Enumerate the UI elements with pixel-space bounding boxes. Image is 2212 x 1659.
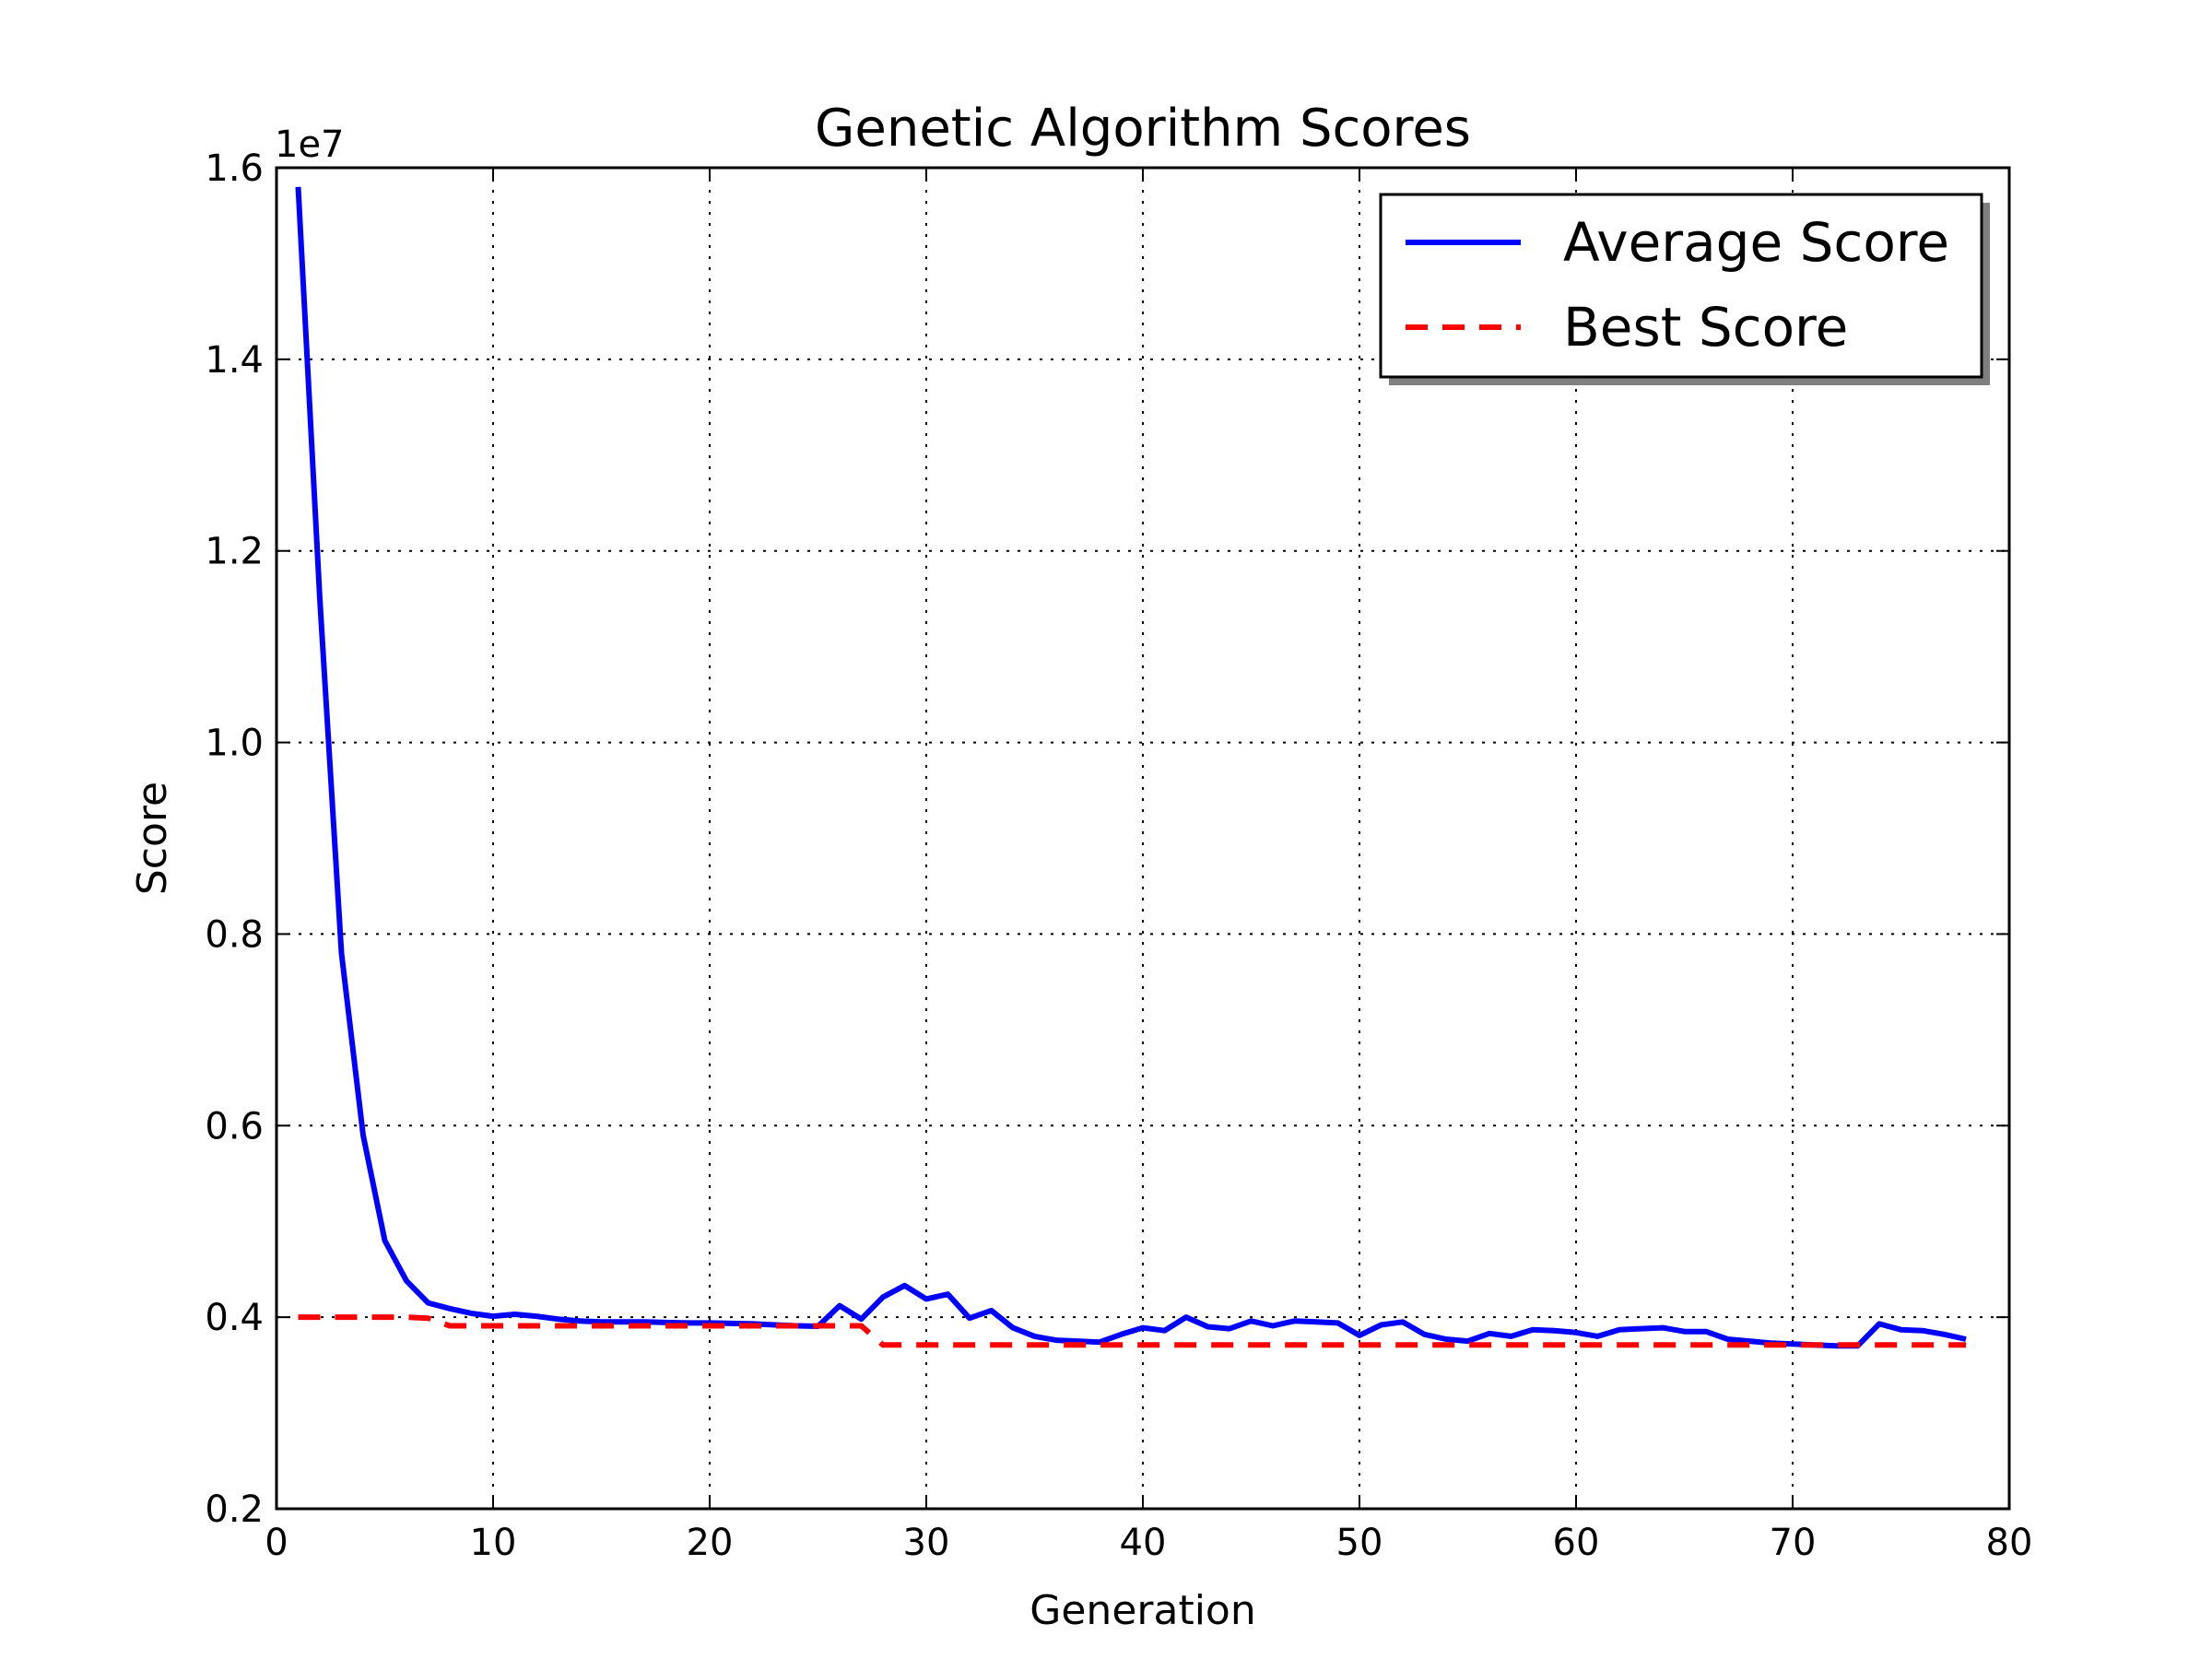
y-tick-label: 0.2 [205,1488,264,1531]
x-tick-label: 20 [687,1522,734,1564]
series-lines [295,186,1967,1349]
plot-area-frame [275,166,2011,1511]
x-tick-label: 60 [1553,1522,1600,1564]
y-tick-label: 1.0 [205,723,264,765]
x-tick-label: 80 [1986,1522,2033,1564]
legend-label-average-score: Average Score [1563,211,1949,274]
legend: Average Score Best Score [1379,193,1990,385]
y-tick-label: 1.4 [205,339,264,382]
axis-ticks: 0 10 20 30 40 50 60 70 80 0.2 0.4 0.6 0.8 1.0 1.2 1.4 1.… [205,147,2032,1564]
x-tick-label: 40 [1120,1522,1167,1564]
x-tick-label: 10 [470,1522,517,1564]
legend-label-best-score: Best Score [1563,296,1848,359]
x-tick-label: 30 [903,1522,950,1564]
y-tick-label: 0.4 [205,1297,264,1339]
y-axis-exponent: 1e7 [275,124,345,166]
x-tick-label: 0 [265,1522,288,1564]
series-line-average-score [295,186,1967,1349]
series-line-best-score [298,1314,1966,1348]
y-axis-label: Score [129,782,176,895]
y-tick-label: 0.6 [205,1105,264,1147]
chart-title: Genetic Algorithm Scores [815,99,1471,159]
y-tick-label: 1.6 [205,147,264,190]
x-axis-label: Generation [1030,1587,1255,1634]
y-tick-label: 1.2 [205,531,264,573]
legend-box [1379,193,1983,379]
x-tick-label: 50 [1336,1522,1383,1564]
x-tick-label: 70 [1770,1522,1817,1564]
y-tick-label: 0.8 [205,913,264,956]
